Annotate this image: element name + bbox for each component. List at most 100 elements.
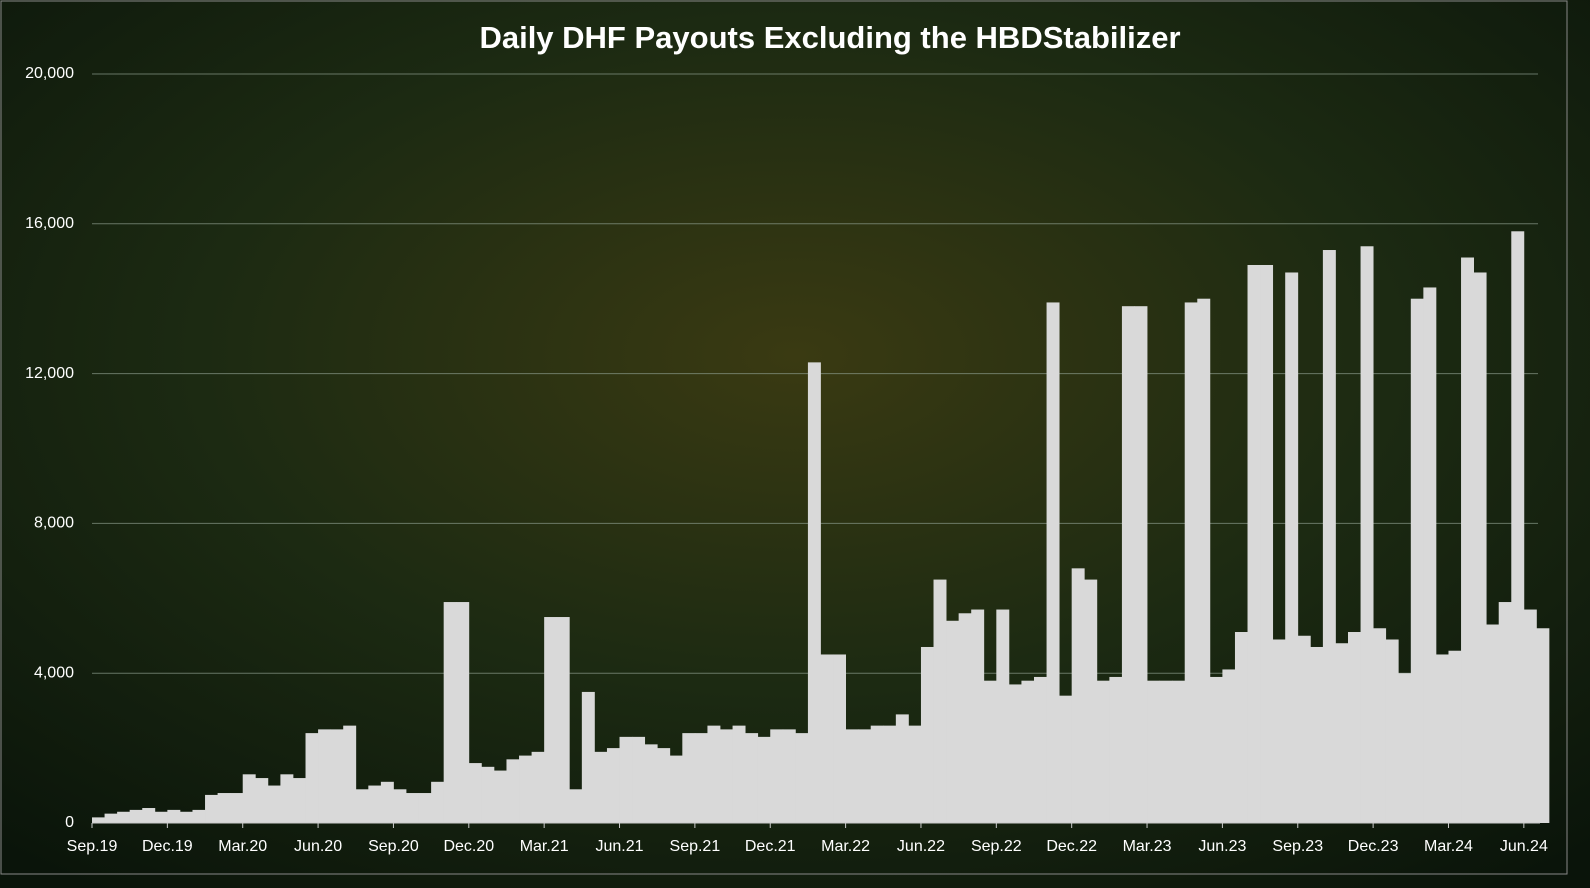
x-tick-label: Sep.22 <box>971 838 1022 855</box>
bar <box>368 785 382 823</box>
bar <box>1172 680 1186 823</box>
bar <box>1423 287 1437 824</box>
bar <box>1184 302 1198 823</box>
y-tick-label: 0 <box>65 814 74 831</box>
bar <box>1109 676 1123 823</box>
bar <box>1046 302 1060 823</box>
bar <box>318 729 332 823</box>
bar <box>292 778 306 823</box>
bar <box>732 725 746 823</box>
bar <box>1121 306 1135 823</box>
bar <box>1260 264 1274 823</box>
x-tick-label: Mar.22 <box>821 838 870 855</box>
bar <box>795 733 809 823</box>
bar <box>1435 654 1449 823</box>
bar <box>1159 680 1173 823</box>
bar <box>443 602 457 823</box>
x-tick-label: Dec.23 <box>1348 838 1399 855</box>
bar <box>230 793 244 823</box>
bar <box>1096 680 1110 823</box>
bar <box>1147 680 1160 823</box>
bar <box>544 617 558 823</box>
bar <box>380 781 394 823</box>
bar <box>192 809 206 823</box>
bar <box>657 748 671 823</box>
bar <box>1247 264 1261 823</box>
x-tick-label: Jun.24 <box>1500 838 1548 855</box>
bar <box>406 793 419 823</box>
bar <box>1134 306 1148 823</box>
bar <box>1498 602 1512 823</box>
bar <box>920 646 934 823</box>
bar <box>393 789 407 823</box>
y-tick-label: 16,000 <box>25 215 74 232</box>
y-tick-label: 20,000 <box>25 65 74 82</box>
bar <box>644 744 658 823</box>
bar <box>669 755 683 823</box>
bar <box>431 781 445 823</box>
bar <box>242 774 256 823</box>
bar <box>1034 676 1047 823</box>
bar <box>142 808 156 823</box>
bar <box>707 725 721 823</box>
chart-title: Daily DHF Payouts Excluding the HBDStabi… <box>479 20 1180 55</box>
bar <box>1360 246 1374 823</box>
bar <box>870 725 884 823</box>
bar <box>720 729 733 823</box>
bar <box>770 729 784 823</box>
bar <box>154 811 168 823</box>
x-tick-label: Dec.19 <box>142 838 193 855</box>
bar <box>556 617 570 823</box>
bar <box>493 770 507 823</box>
bar <box>782 729 796 823</box>
bar <box>1473 272 1487 823</box>
bar <box>1523 609 1537 823</box>
bar <box>343 725 357 823</box>
bar <box>895 714 909 823</box>
bar <box>946 620 960 823</box>
x-tick-label: Sep.21 <box>670 838 721 855</box>
bar <box>958 613 972 823</box>
bar <box>833 654 846 823</box>
bar <box>682 733 696 823</box>
bar <box>971 609 985 823</box>
bar <box>883 725 897 823</box>
bar <box>129 809 143 823</box>
y-tick-label: 4,000 <box>34 664 74 681</box>
bar <box>619 736 633 823</box>
bar <box>1448 650 1462 823</box>
x-tick-label: Dec.22 <box>1046 838 1097 855</box>
x-tick-label: Mar.23 <box>1123 838 1172 855</box>
x-tick-label: Dec.21 <box>745 838 796 855</box>
bar <box>845 729 859 823</box>
bar <box>1373 628 1387 823</box>
x-tick-label: Dec.20 <box>443 838 494 855</box>
x-tick-label: Sep.23 <box>1272 838 1323 855</box>
bar <box>745 733 759 823</box>
x-tick-label: Mar.24 <box>1424 838 1473 855</box>
bar <box>1310 646 1324 823</box>
bar <box>1272 639 1286 823</box>
bar <box>267 785 281 823</box>
bar <box>1197 298 1211 823</box>
bar <box>519 755 532 823</box>
bar <box>1021 680 1035 823</box>
bar <box>1486 624 1500 823</box>
bar <box>179 811 193 823</box>
bar <box>1335 643 1349 823</box>
bar <box>1398 673 1412 823</box>
x-tick-label: Jun.23 <box>1198 838 1246 855</box>
bar <box>205 794 218 823</box>
x-tick-label: Jun.22 <box>897 838 945 855</box>
x-tick-label: Jun.21 <box>595 838 643 855</box>
bar <box>983 680 997 823</box>
y-tick-label: 12,000 <box>25 365 74 382</box>
bar <box>908 725 922 823</box>
bar <box>1322 250 1336 823</box>
bar <box>1209 676 1223 823</box>
bar <box>255 778 269 823</box>
x-tick-label: Sep.19 <box>67 838 118 855</box>
bar <box>569 789 583 823</box>
bar <box>1071 568 1085 823</box>
